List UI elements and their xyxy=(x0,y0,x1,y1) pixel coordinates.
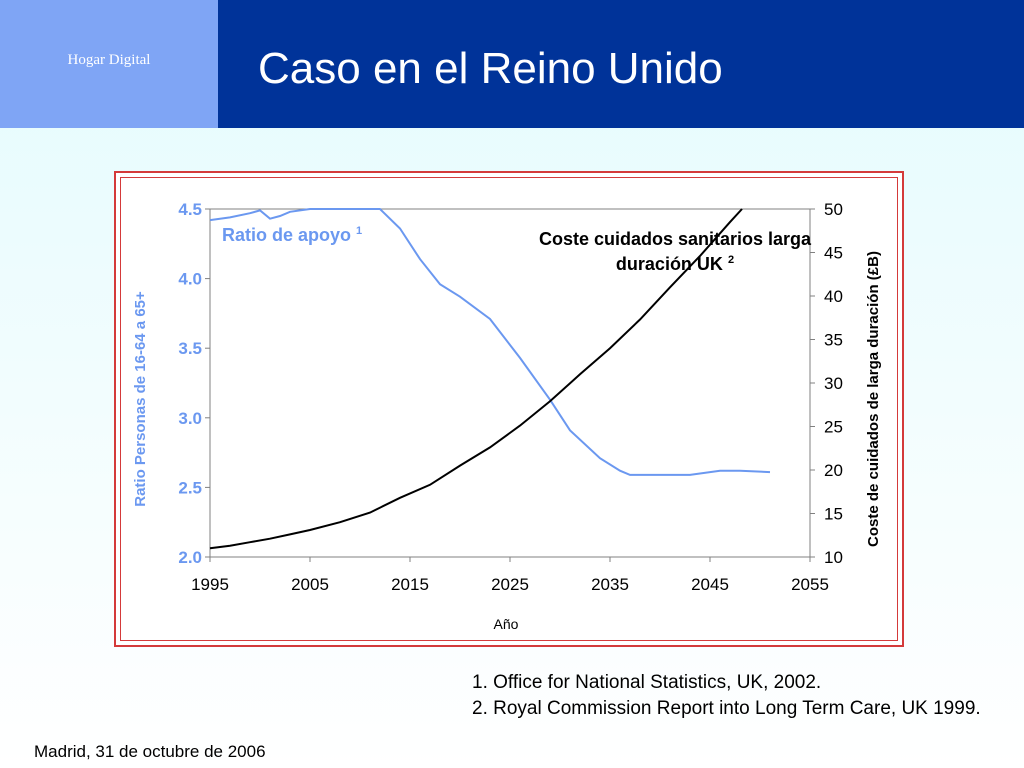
x-axis-label: Año xyxy=(494,616,519,632)
footer-date: Madrid, 31 de octubre de 2006 xyxy=(34,742,266,761)
y-left-tick-label: 3.5 xyxy=(178,339,202,358)
y-left-tick-label: 2.5 xyxy=(178,478,202,497)
y-left-axis-label: Ratio Personas de 16-64 a 65+ xyxy=(132,291,149,507)
brand-name: Hogar Digital xyxy=(67,52,151,68)
y-left-tick-label: 3.0 xyxy=(178,409,202,428)
y-right-axis-label: Coste de cuidados de larga duración (£B) xyxy=(865,251,882,547)
chart-frame-inner xyxy=(120,177,898,641)
x-tick-label: 2015 xyxy=(391,575,429,594)
y-right-tick-label: 45 xyxy=(824,244,843,263)
y-left-tick-label: 4.0 xyxy=(178,270,202,289)
y-right-tick-label: 50 xyxy=(824,200,843,219)
cost-series-line xyxy=(209,208,743,550)
y-right-tick-label: 25 xyxy=(824,418,843,437)
title-bar: Caso en el Reino Unido xyxy=(218,0,1024,128)
x-tick-label: 2055 xyxy=(791,575,829,594)
slide-title: Caso en el Reino Unido xyxy=(258,44,723,93)
y-right-tick-label: 40 xyxy=(824,287,843,306)
x-tick-label: 2045 xyxy=(691,575,729,594)
x-tick-label: 2025 xyxy=(491,575,529,594)
references: 1. Office for National Statistics, UK, 2… xyxy=(472,670,1002,722)
y-right-tick-label: 10 xyxy=(824,548,843,567)
reference-2: 2. Royal Commission Report into Long Ter… xyxy=(472,698,981,719)
y-right-tick-label: 35 xyxy=(824,331,843,350)
x-tick-label: 1995 xyxy=(191,575,229,594)
cost-series-label-line1: Coste cuidados sanitarios larga xyxy=(539,229,812,249)
y-right-tick-label: 30 xyxy=(824,374,843,393)
reference-1: 1. Office for National Statistics, UK, 2… xyxy=(472,672,822,693)
chart-frame: 2.0 2.5 3.0 3.5 4.0 4.5 10 15 20 25 30 35 40 45 50 19… xyxy=(114,171,904,647)
x-tick-label: 2005 xyxy=(291,575,329,594)
brand-box: Hogar Digital xyxy=(0,0,218,128)
x-tick-label: 2035 xyxy=(591,575,629,594)
right-axis-ticks: 10 15 20 25 30 35 40 45 50 xyxy=(810,200,843,567)
x-axis-ticks: 1995 2005 2015 2025 2035 2045 2055 xyxy=(191,557,829,594)
y-left-tick-label: 4.5 xyxy=(178,200,202,219)
support-ratio-series-line xyxy=(209,208,771,476)
support-series-label: Ratio de apoyo 1 xyxy=(222,225,362,245)
y-right-tick-label: 20 xyxy=(824,461,843,480)
left-axis-ticks: 2.0 2.5 3.0 3.5 4.0 4.5 xyxy=(178,200,210,567)
cost-series-label-line2: duración UK 2 xyxy=(616,254,734,274)
y-left-tick-label: 2.0 xyxy=(178,548,202,567)
y-right-tick-label: 15 xyxy=(824,505,843,524)
plot-area xyxy=(209,208,811,558)
